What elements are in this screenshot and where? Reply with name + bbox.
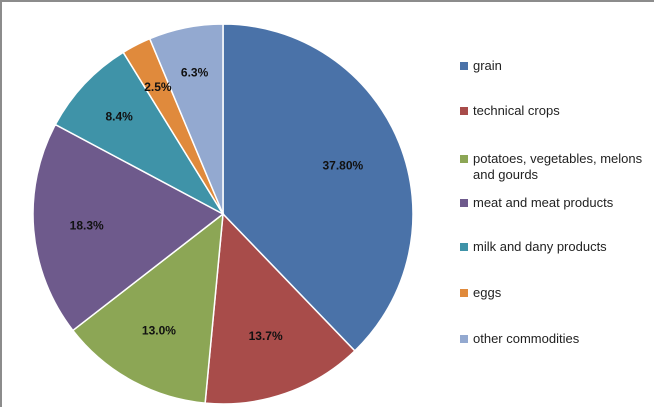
- legend-item-technical-crops: technical crops: [460, 103, 650, 119]
- legend-label-potatoes: potatoes, vegetables, melons and gourds: [473, 151, 643, 182]
- pie-slice-1: [204, 212, 356, 405]
- legend-label-eggs: eggs: [473, 285, 502, 300]
- pie-slice-3: [32, 123, 225, 332]
- pie-slice-0: [222, 23, 414, 352]
- legend-label-other: other commodities: [473, 331, 580, 346]
- pie-slice-4: [54, 51, 226, 216]
- slice-label-1: 13.7%: [249, 329, 283, 343]
- slice-label-3: 18.3%: [70, 219, 104, 233]
- legend-item-potatoes: potatoes, vegetables, melons and gourds: [460, 151, 650, 183]
- legend-item-grain: grain: [460, 58, 650, 74]
- legend-swatch-grain: [460, 62, 468, 70]
- legend-swatch-milk: [460, 243, 468, 251]
- slice-label-4: 8.4%: [105, 109, 133, 123]
- slice-label-2: 13.0%: [142, 324, 176, 338]
- legend-item-milk: milk and dany products: [460, 239, 650, 255]
- legend-swatch-eggs: [460, 289, 468, 297]
- slice-label-5: 2.5%: [144, 80, 172, 94]
- legend-label-milk: milk and dany products: [473, 239, 607, 254]
- legend-item-meat: meat and meat products: [460, 195, 650, 211]
- legend-item-eggs: eggs: [460, 285, 650, 301]
- legend-swatch-meat: [460, 199, 468, 207]
- legend-item-other: other commodities: [460, 331, 650, 347]
- legend-swatch-other: [460, 335, 468, 343]
- legend-swatch-technical-crops: [460, 107, 468, 115]
- legend-label-grain: grain: [473, 58, 502, 73]
- slice-label-0: 37.80%: [322, 159, 363, 173]
- pie-slice-6: [148, 23, 224, 215]
- pie-slice-2: [71, 212, 224, 404]
- legend-label-meat: meat and meat products: [473, 195, 614, 210]
- legend-swatch-potatoes: [460, 155, 468, 163]
- slice-label-6: 6.3%: [181, 65, 209, 79]
- legend-label-technical-crops: technical crops: [473, 103, 560, 118]
